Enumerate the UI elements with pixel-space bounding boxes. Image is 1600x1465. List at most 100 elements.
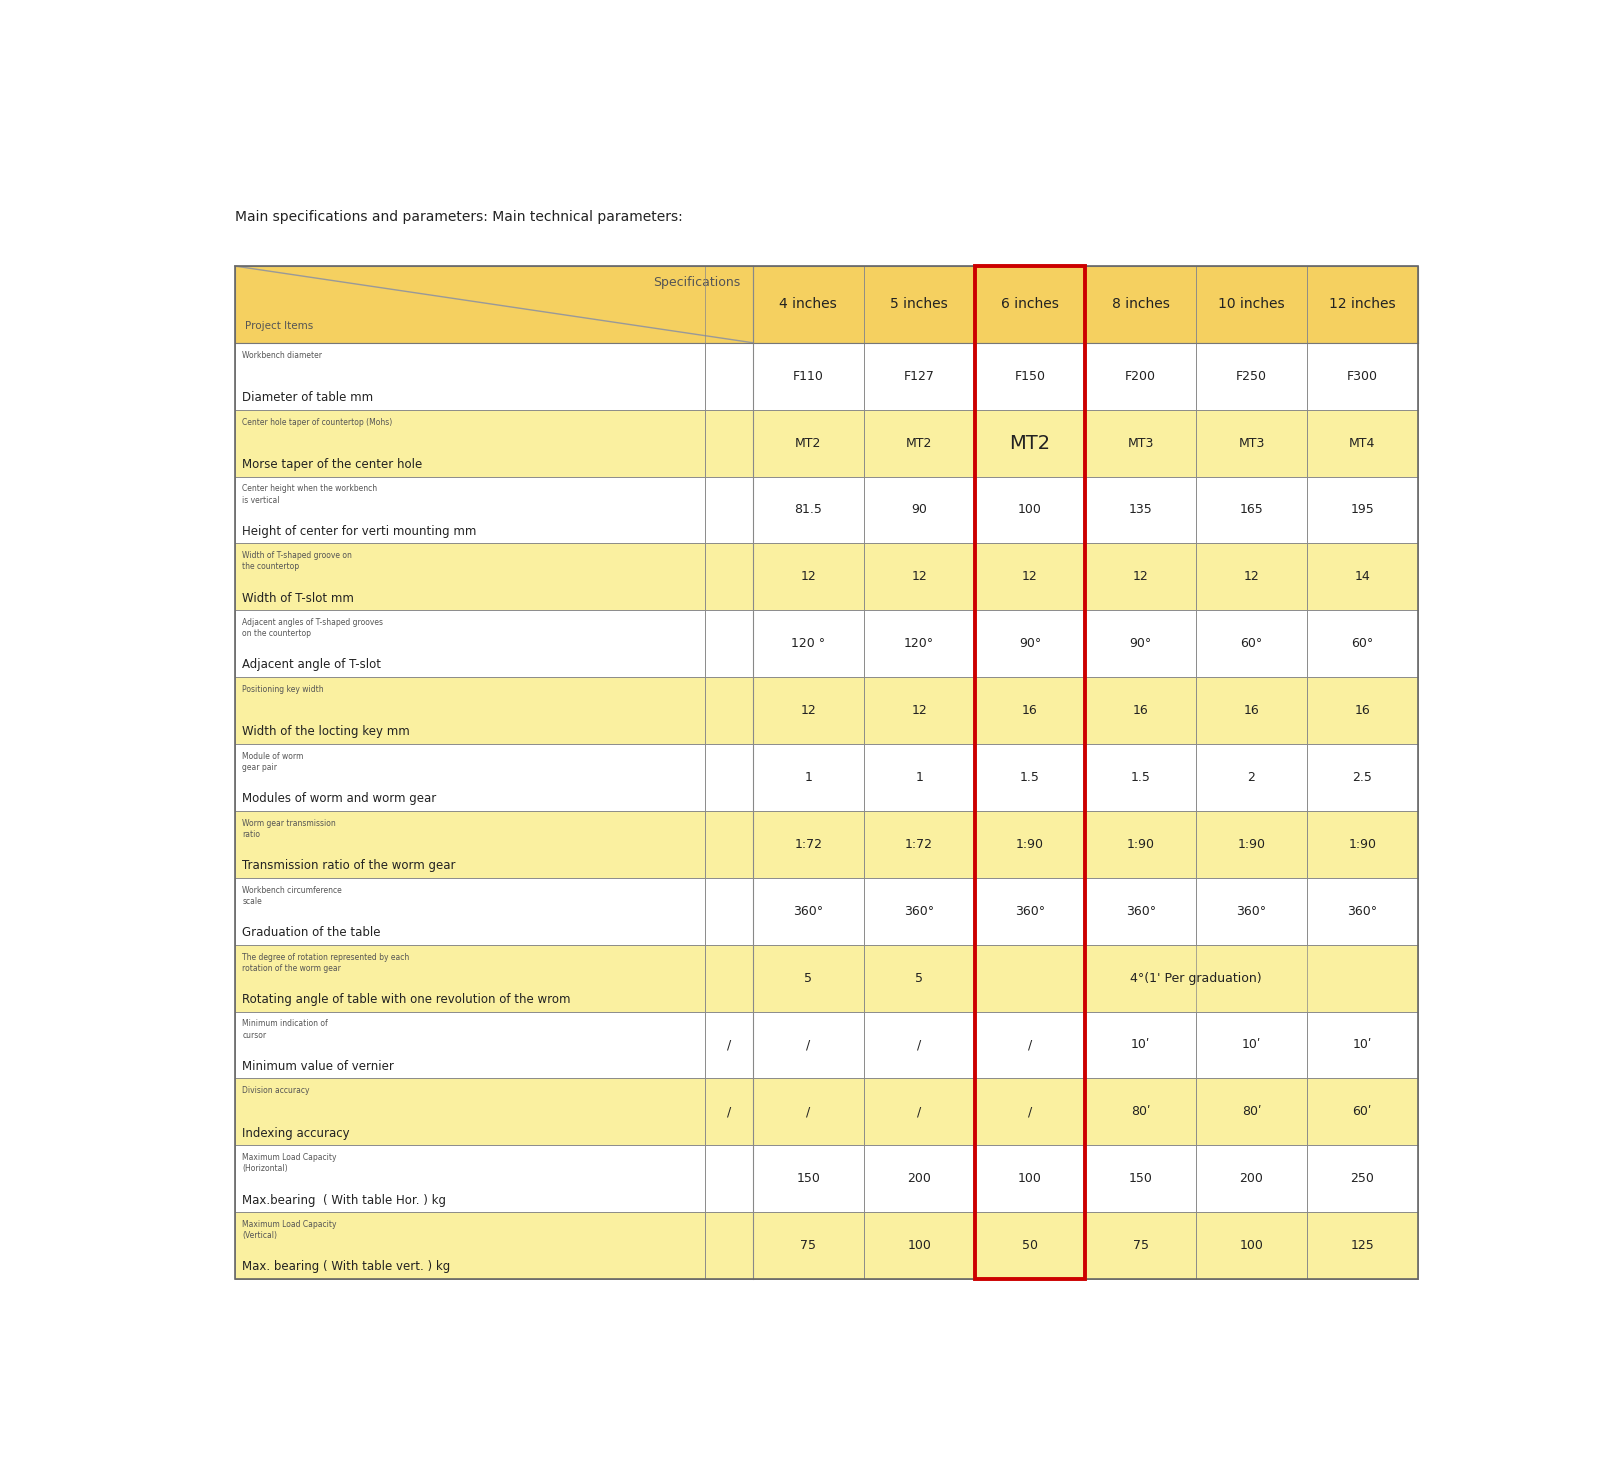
Text: 1:72: 1:72 [906,838,933,851]
Bar [754,343,864,410]
Text: Workbench circumference
scale: Workbench circumference scale [242,886,342,905]
Bar [235,476,706,544]
Bar [1085,410,1197,476]
Bar [706,476,754,544]
Bar [974,677,1085,744]
Bar [706,343,754,410]
Bar [864,611,974,677]
Text: Workbench diameter: Workbench diameter [242,350,322,359]
Text: Division accuracy: Division accuracy [242,1086,310,1096]
Bar [754,1011,864,1078]
Text: 16: 16 [1133,705,1149,716]
Bar [1197,812,1307,878]
Text: 1:90: 1:90 [1349,838,1376,851]
Bar [1085,611,1197,677]
Text: /: / [917,1039,922,1052]
Text: 1:90: 1:90 [1126,838,1155,851]
Text: 120 °: 120 ° [792,637,826,650]
Text: 81.5: 81.5 [794,504,822,517]
Bar [974,1011,1085,1078]
Bar [706,1146,754,1212]
Text: 360°: 360° [1347,905,1378,917]
Text: 80ʹ: 80ʹ [1242,1105,1261,1118]
Bar [864,945,974,1011]
Text: 6 inches: 6 inches [1002,297,1059,312]
Text: 12 inches: 12 inches [1330,297,1395,312]
Text: 80ʹ: 80ʹ [1131,1105,1150,1118]
Bar [1085,1146,1197,1212]
Bar [1307,343,1418,410]
Text: Maximum Load Capacity
(Vertical): Maximum Load Capacity (Vertical) [242,1220,336,1241]
Text: MT2: MT2 [795,437,821,450]
Text: F250: F250 [1235,369,1267,382]
Text: 75: 75 [1133,1239,1149,1253]
Bar [1197,476,1307,544]
Text: 10 inches: 10 inches [1218,297,1285,312]
Bar [235,611,706,677]
Text: 1:90: 1:90 [1016,838,1043,851]
Bar [706,677,754,744]
Bar [1085,1078,1197,1146]
Text: MT4: MT4 [1349,437,1376,450]
Text: 60ʹ: 60ʹ [1352,1105,1371,1118]
Bar [864,812,974,878]
Bar [974,343,1085,410]
Bar [1085,878,1197,945]
Text: Adjacent angles of T-shaped grooves
on the countertop: Adjacent angles of T-shaped grooves on t… [242,618,382,639]
Bar [1307,611,1418,677]
Bar [1307,1212,1418,1279]
Bar [974,1146,1085,1212]
Bar [974,1212,1085,1279]
Bar [864,476,974,544]
Text: Minimum value of vernier: Minimum value of vernier [242,1059,394,1072]
Bar [864,1011,974,1078]
Bar [235,343,706,410]
Text: 10ʹ: 10ʹ [1242,1039,1261,1052]
Text: 8 inches: 8 inches [1112,297,1170,312]
Bar [706,744,754,812]
Bar [864,1078,974,1146]
Bar [754,945,864,1011]
Text: 100: 100 [907,1239,931,1253]
Text: MT3: MT3 [1238,437,1264,450]
Text: 2.5: 2.5 [1352,771,1373,784]
Text: Worm gear transmission
ratio: Worm gear transmission ratio [242,819,336,839]
Bar [1085,677,1197,744]
Bar [1307,677,1418,744]
Bar [1307,1146,1418,1212]
Bar [1197,677,1307,744]
Text: Maximum Load Capacity
(Horizontal): Maximum Load Capacity (Horizontal) [242,1153,336,1173]
Text: The degree of rotation represented by each
rotation of the worm gear: The degree of rotation represented by ea… [242,952,410,973]
Bar [1197,1078,1307,1146]
Bar [974,544,1085,611]
Bar [1085,1011,1197,1078]
Text: Morse taper of the center hole: Morse taper of the center hole [242,459,422,470]
Text: F110: F110 [794,369,824,382]
Text: 360°: 360° [1126,905,1155,917]
Text: 12: 12 [800,705,816,716]
Text: 100: 100 [1018,504,1042,517]
Bar [864,410,974,476]
Text: /: / [1027,1105,1032,1118]
Bar [235,410,706,476]
Bar [864,744,974,812]
Bar [1307,878,1418,945]
Text: 5: 5 [915,971,923,984]
Bar [706,1011,754,1078]
Text: 14: 14 [1355,570,1370,583]
Text: 12: 12 [912,570,926,583]
Text: 195: 195 [1350,504,1374,517]
Bar [974,267,1085,1279]
Text: 5: 5 [805,971,813,984]
Bar [754,1146,864,1212]
Text: Max. bearing ( With table vert. ) kg: Max. bearing ( With table vert. ) kg [242,1260,451,1273]
Bar [864,343,974,410]
Text: 16: 16 [1022,705,1038,716]
Bar [1085,1212,1197,1279]
Bar [754,544,864,611]
Text: 90°: 90° [1019,637,1042,650]
Bar [864,1146,974,1212]
Bar [1197,343,1307,410]
Bar [1307,812,1418,878]
Bar [974,878,1085,945]
